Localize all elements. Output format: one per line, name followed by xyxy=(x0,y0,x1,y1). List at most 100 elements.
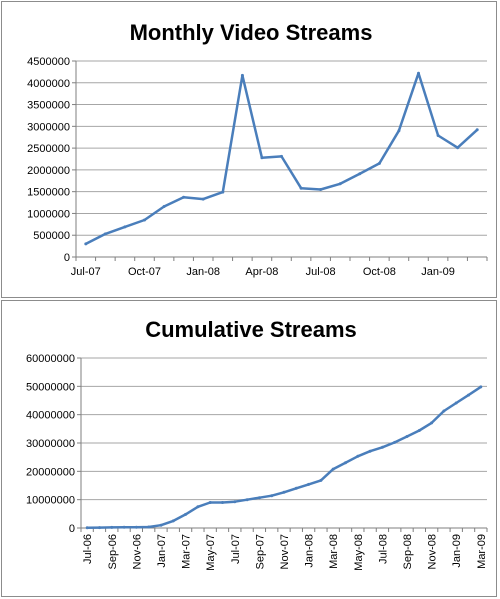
y-tick-label: 3500000 xyxy=(27,100,70,112)
x-tick-label: Mar-09 xyxy=(476,534,488,569)
x-tick-label: May-08 xyxy=(353,534,365,571)
data-point xyxy=(430,421,434,425)
data-point xyxy=(442,409,446,413)
data-point xyxy=(454,401,458,405)
y-tick-label: 0 xyxy=(64,252,70,264)
y-tick-label: 2500000 xyxy=(27,143,70,155)
cumulative-streams-chart-panel: Cumulative Streams 0 10000000 20000000 3000… xyxy=(1,300,497,597)
monthly-streams-chart-panel: Monthly Video Streams 0 500000 1000000 1500… xyxy=(1,1,497,298)
data-point xyxy=(233,500,237,504)
data-point xyxy=(257,496,261,500)
x-tick-label: Jul-07 xyxy=(71,266,101,278)
x-tick-label: Jul-06 xyxy=(82,534,94,564)
data-point xyxy=(436,134,440,137)
data-point xyxy=(479,385,483,389)
data-point xyxy=(123,225,127,229)
x-tick-label: Nov-06 xyxy=(131,534,143,569)
data-point xyxy=(405,435,409,438)
data-point xyxy=(110,525,114,529)
x-tick-label: Sep-08 xyxy=(402,534,414,569)
data-point xyxy=(85,526,89,530)
data-point xyxy=(417,429,421,432)
x-tick-label: Jul-07 xyxy=(230,534,242,564)
y-tick-label: 60000000 xyxy=(26,353,75,365)
data-point xyxy=(171,519,175,523)
data-point xyxy=(282,490,286,494)
chart-title: Cumulative Streams xyxy=(145,317,357,342)
y-tick-label: 20000000 xyxy=(26,466,75,478)
data-point xyxy=(299,186,303,190)
data-point xyxy=(143,218,146,222)
x-tick-label: Jan-09 xyxy=(421,266,455,278)
data-point xyxy=(122,525,126,529)
x-tick-label: Jul-08 xyxy=(377,534,389,564)
data-point xyxy=(162,205,166,208)
x-tick-label: Apr-08 xyxy=(245,266,278,278)
data-point xyxy=(338,182,342,186)
data-point xyxy=(417,71,420,75)
data-point xyxy=(368,449,372,453)
x-tick-label: Jul-08 xyxy=(306,266,336,278)
data-point xyxy=(319,478,323,482)
data-point xyxy=(240,73,244,77)
data-point xyxy=(221,190,225,194)
data-point xyxy=(182,195,186,199)
data-point xyxy=(159,523,163,527)
y-tick-label: 500000 xyxy=(33,230,70,242)
data-point xyxy=(358,172,362,176)
data-point xyxy=(245,498,249,502)
series-line xyxy=(85,71,479,246)
y-tick-label: 0 xyxy=(69,523,75,535)
x-tick-label: Sep-06 xyxy=(107,534,119,569)
y-tick-label: 50000000 xyxy=(26,381,75,393)
data-point xyxy=(208,501,212,504)
x-tick-label: Jan-08 xyxy=(304,534,316,568)
y-tick-label: 4000000 xyxy=(27,78,70,90)
data-point xyxy=(196,505,200,509)
data-point xyxy=(270,494,274,498)
data-point xyxy=(98,526,101,530)
data-point xyxy=(221,501,224,504)
chart-title: Monthly Video Streams xyxy=(130,20,373,45)
data-point xyxy=(184,512,188,516)
data-point xyxy=(84,242,88,246)
x-tick-label: Jan-07 xyxy=(156,534,168,568)
y-tick-label: 2000000 xyxy=(27,165,70,177)
y-tick-label: 1500000 xyxy=(27,187,70,199)
data-point xyxy=(260,156,264,160)
data-point xyxy=(344,461,347,465)
y-tick-label: 1000000 xyxy=(27,208,70,220)
series-line xyxy=(87,385,482,529)
data-point xyxy=(467,393,470,397)
data-point xyxy=(380,445,384,449)
y-tick-label: 3000000 xyxy=(27,121,70,133)
y-tick-label: 40000000 xyxy=(26,410,75,422)
data-point xyxy=(356,454,360,458)
data-point xyxy=(331,467,335,471)
data-point xyxy=(147,525,151,529)
data-point xyxy=(134,525,138,529)
monthly-streams-chart: Monthly Video Streams 0 500000 1000000 1500… xyxy=(27,20,488,278)
x-tick-label: Oct-07 xyxy=(128,266,161,278)
cumulative-streams-chart: Cumulative Streams 0 10000000 20000000 3000… xyxy=(26,317,488,571)
data-point xyxy=(319,188,323,191)
data-point xyxy=(307,482,311,486)
data-point xyxy=(280,154,283,158)
x-tick-label: Jan-08 xyxy=(186,266,220,278)
x-tick-label: May-07 xyxy=(205,534,217,571)
x-tick-label: Jan-09 xyxy=(451,534,463,568)
data-point xyxy=(393,440,397,444)
data-point xyxy=(397,129,401,133)
data-point xyxy=(103,232,107,236)
data-point xyxy=(456,146,460,150)
x-tick-label: Oct-08 xyxy=(363,266,396,278)
x-tick-label: Mar-08 xyxy=(328,534,340,569)
x-tick-label: Nov-08 xyxy=(427,534,439,569)
data-point xyxy=(201,197,205,201)
y-tick-label: 10000000 xyxy=(26,495,75,507)
y-tick-label: 30000000 xyxy=(26,438,75,450)
x-tick-label: Sep-07 xyxy=(254,534,266,569)
data-point xyxy=(294,486,298,490)
x-tick-label: Mar-07 xyxy=(181,534,193,569)
data-point xyxy=(475,128,479,132)
